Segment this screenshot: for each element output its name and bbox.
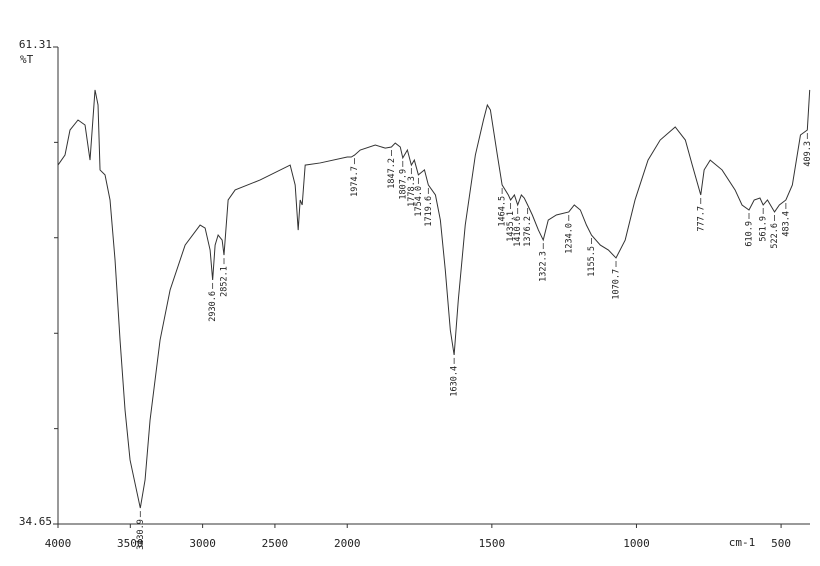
peak-label: 1410.6: [513, 216, 523, 247]
peak-label: 1847.2: [387, 158, 397, 189]
peak-label: 483.4: [781, 211, 791, 237]
peak-label: 1719.6: [424, 196, 434, 227]
peak-label: 1070.7: [612, 269, 622, 300]
peak-label: 409.3: [803, 141, 813, 167]
peak-label: 1630.4: [450, 366, 460, 397]
peak-label: 2930.6: [208, 291, 218, 322]
spectrum-line: [57, 89, 811, 509]
peak-label: 1234.0: [564, 223, 574, 254]
y-tick-label: 34.65: [19, 515, 52, 528]
x-tick-label: 1000: [623, 537, 650, 550]
peak-label: 1464.5: [498, 196, 508, 227]
peak-label: 1322.3: [539, 251, 549, 282]
peak-label: 610.9: [745, 221, 755, 247]
peak-label: 1155.5: [587, 246, 597, 277]
x-tick-label: 3000: [189, 537, 216, 550]
peak-label: 1807.9: [398, 169, 408, 200]
x-tick-label: 2500: [262, 537, 289, 550]
peak-label: 2852.1: [220, 266, 230, 297]
peak-label: 522.6: [770, 223, 780, 249]
peak-label: 1754.0: [414, 186, 424, 217]
x-tick-label: 2000: [334, 537, 361, 550]
x-tick-label: 3500: [117, 537, 144, 550]
peak-label: 777.7: [696, 206, 706, 232]
peak-label: 561.9: [759, 216, 769, 242]
peak-label: 1974.7: [350, 166, 360, 197]
peak-label: 3430.9: [136, 519, 146, 550]
peak-label: 1435.1: [506, 211, 516, 242]
x-tick-label: 4000: [45, 537, 72, 550]
x-axis-label: cm-1: [729, 536, 756, 549]
x-tick-label: 500: [771, 537, 791, 550]
peak-label: 1376.2: [523, 216, 533, 247]
x-tick-label: 1500: [479, 537, 506, 550]
y-tick-label: 61.31: [19, 38, 52, 51]
peak-label: 1778.3: [407, 176, 417, 207]
y-axis-label: %T: [20, 53, 34, 66]
